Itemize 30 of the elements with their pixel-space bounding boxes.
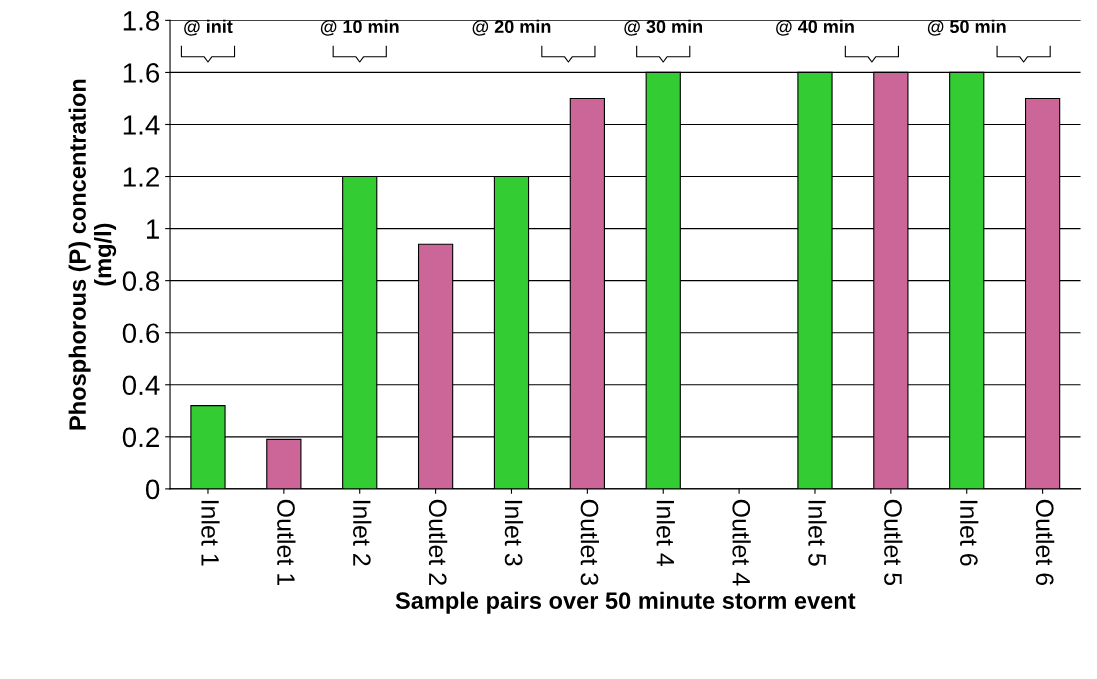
annotation: @ 10 min bbox=[320, 19, 399, 36]
annotation: @ 30 min bbox=[624, 19, 703, 36]
x-tick-label: Outlet 5 bbox=[884, 499, 903, 586]
x-tick-label: Inlet 6 bbox=[960, 500, 979, 566]
y-tick-label: 1.6 bbox=[123, 63, 160, 83]
x-tick-label: Outlet 4 bbox=[732, 499, 751, 586]
x-axis-title: Sample pairs over 50 minute storm event bbox=[395, 591, 856, 614]
y-tick-label: 0.8 bbox=[122, 271, 160, 291]
annotation: @ init bbox=[184, 19, 233, 36]
x-tick-label: Inlet 2 bbox=[353, 500, 372, 566]
x-tick-label: Outlet 3 bbox=[580, 499, 599, 586]
y-tick-label: 0.4 bbox=[122, 375, 160, 396]
y-tick-label: 1.8 bbox=[123, 11, 160, 31]
y-tick-label: 1.2 bbox=[123, 167, 159, 187]
y-tick-label: 0.6 bbox=[122, 323, 160, 344]
x-tick-label: Inlet 5 bbox=[808, 500, 827, 566]
y-tick-label: 1.4 bbox=[123, 115, 160, 135]
x-tick-label: Outlet 1 bbox=[277, 499, 296, 585]
y-tick-label: 0.2 bbox=[122, 427, 159, 448]
x-tick-label: Inlet 4 bbox=[656, 500, 675, 566]
x-tick-label: Inlet 1 bbox=[201, 500, 220, 566]
x-tick-label: Inlet 3 bbox=[504, 500, 524, 566]
annotation: @ 50 min bbox=[927, 19, 1006, 36]
x-tick-label: Outlet 6 bbox=[1035, 499, 1055, 586]
x-tick-label: Outlet 2 bbox=[428, 499, 448, 585]
y-axis-title: Phosphorous (P) concentration (mg/l) bbox=[68, 79, 117, 430]
annotation: @ 40 min bbox=[776, 19, 854, 36]
y-tick-label: 0 bbox=[145, 479, 160, 500]
y-tick-label: 1 bbox=[146, 219, 159, 239]
annotation: @ 20 min bbox=[472, 19, 551, 36]
